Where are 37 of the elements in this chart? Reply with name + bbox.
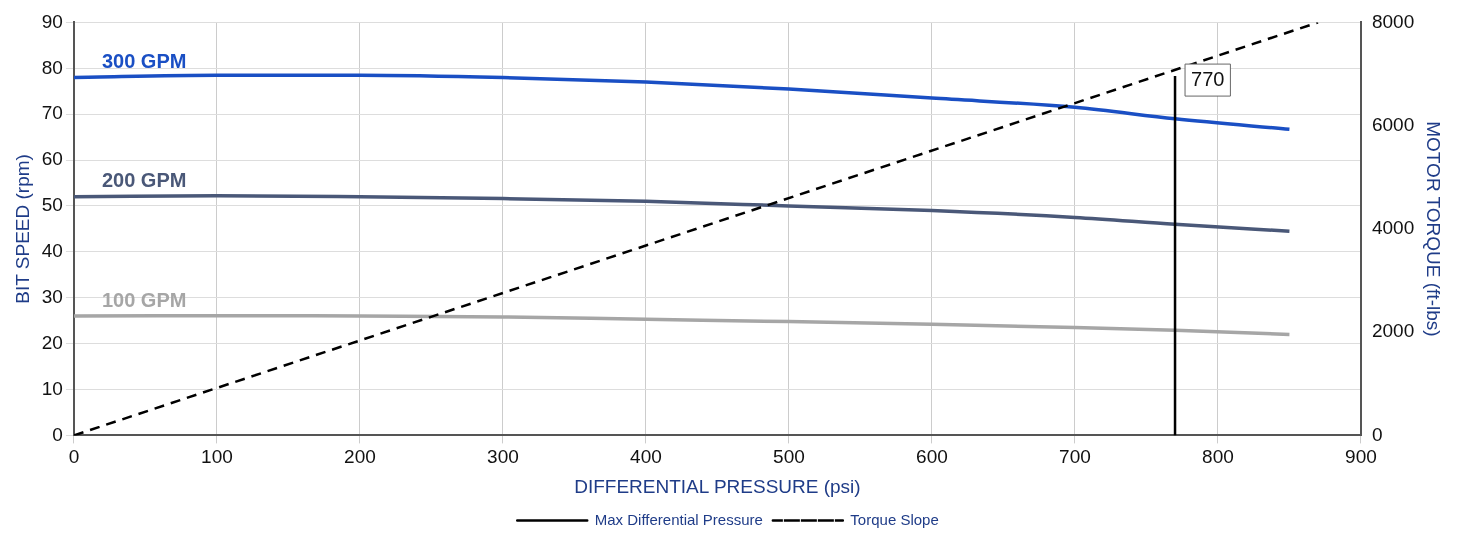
y-tick-label: 30: [41, 285, 63, 307]
series-label: 200 GPM: [101, 169, 187, 192]
y-tick-label: 90: [41, 10, 63, 32]
y2-tick-label: 8000: [1371, 10, 1415, 32]
y-tick-label: 80: [41, 56, 63, 78]
series-label: 300 GPM: [101, 49, 187, 72]
y2-tick-label: 4000: [1371, 217, 1415, 239]
annotation: 770: [1191, 67, 1225, 90]
y2-tick-label: 2000: [1371, 320, 1415, 342]
x-tick-label: 400: [630, 446, 662, 468]
x-tick-label: 700: [1059, 446, 1091, 468]
legend-label: Max Differential Pressure: [594, 510, 763, 528]
x-tick-label: 500: [773, 446, 805, 468]
x-axis-title: DIFFERENTIAL PRESSURE (psi): [574, 475, 861, 497]
line-series: [73, 73, 1292, 132]
y-tick-label: 70: [41, 102, 63, 124]
y2-tick-label: 0: [1371, 423, 1383, 445]
y-tick-label: 10: [41, 377, 63, 399]
x-tick-label: 800: [1202, 446, 1234, 468]
x-tick-label: 100: [201, 446, 233, 468]
legend-label: Torque Slope: [850, 510, 939, 528]
y2-axis-title: MOTOR TORQUE (ft-lbs): [1423, 121, 1445, 337]
x-tick-label: 600: [916, 446, 948, 468]
y-tick-label: 0: [52, 423, 63, 445]
x-tick-label: 300: [487, 446, 519, 468]
series-label: 100 GPM: [101, 288, 187, 311]
line-series: [73, 313, 1292, 337]
x-tick-label: 200: [344, 446, 376, 468]
line-series: [73, 194, 1292, 233]
y-tick-label: 40: [41, 240, 63, 262]
y-axis-title: BIT SPEED (rpm): [11, 154, 33, 304]
x-tick-label: 0: [68, 446, 80, 468]
y2-tick-label: 6000: [1371, 113, 1415, 135]
x-tick-label: 900: [1345, 446, 1377, 468]
y-tick-label: 60: [41, 148, 63, 170]
y-tick-label: 50: [41, 194, 63, 216]
y-tick-label: 20: [41, 331, 63, 353]
